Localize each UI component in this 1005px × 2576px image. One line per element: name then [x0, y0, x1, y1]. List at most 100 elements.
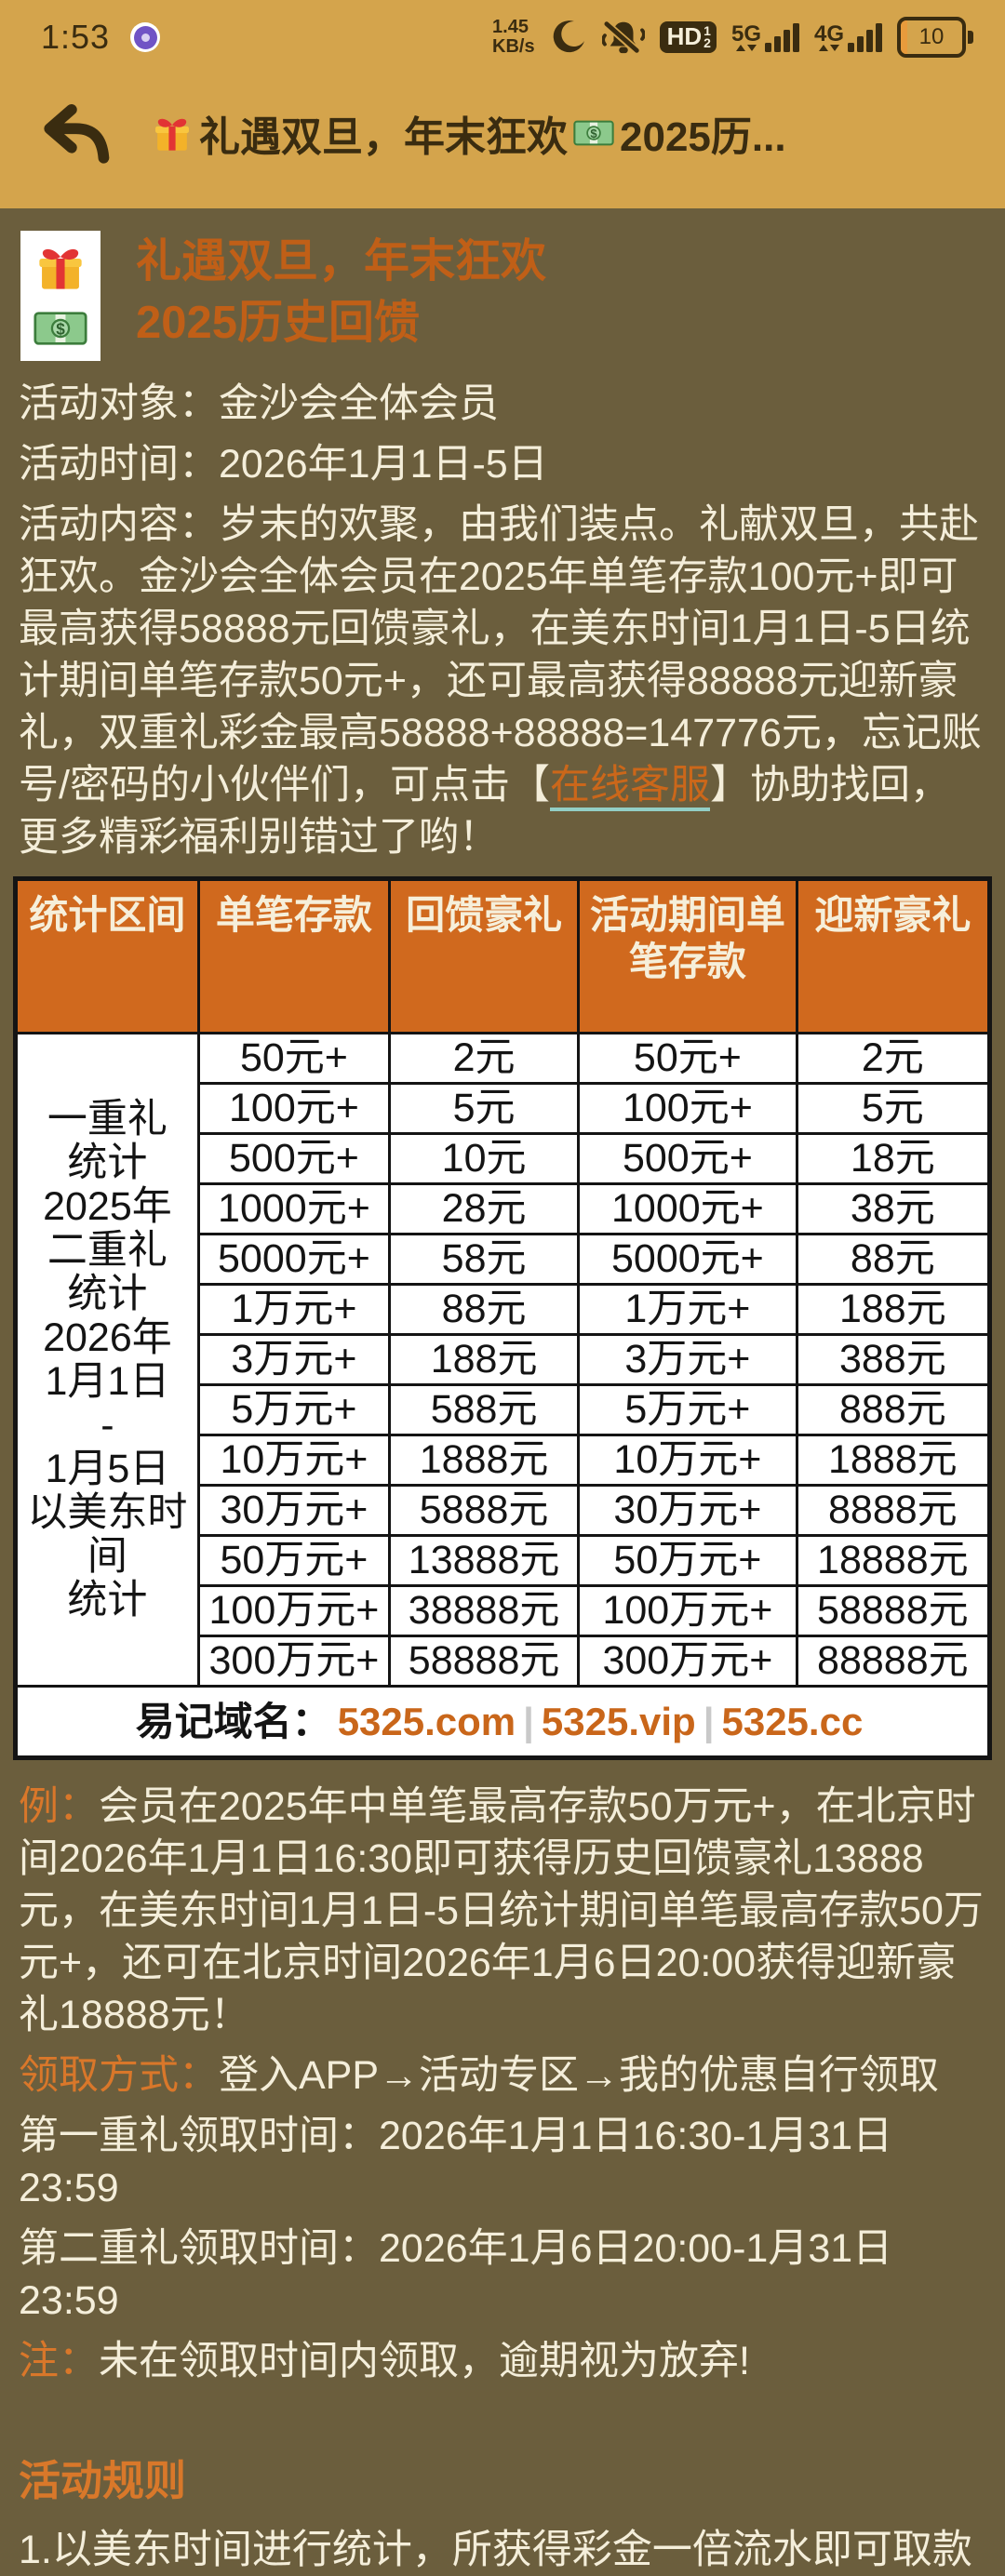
table-cell: 18888元: [795, 1534, 992, 1587]
table-cell: 2元: [795, 1032, 992, 1085]
table-header-row: 统计区间 单笔存款 回馈豪礼 活动期间单笔存款 迎新豪礼: [14, 877, 992, 1034]
header-cell: 迎新豪礼: [795, 877, 992, 1034]
money-icon: $: [34, 310, 87, 352]
table-cell: 8888元: [795, 1484, 992, 1537]
table-cell: 388元: [795, 1333, 992, 1386]
table-cell: 5888元: [388, 1484, 581, 1537]
table-cell: 1888元: [795, 1434, 992, 1487]
table-cell: 1万元+: [577, 1283, 798, 1336]
network-speed-value: 1.45: [492, 17, 529, 37]
activity-content: 活动内容：岁末的欢聚，由我们装点。礼献双旦，共赴狂欢。金沙会全体会员在2025年…: [19, 499, 986, 863]
claim-method-text: 登入APP→活动专区→我的优惠自行领取: [219, 2053, 940, 2098]
domain-footer-label: 易记域名：: [135, 1700, 331, 1743]
status-left: 1:53: [41, 18, 161, 57]
rule-1: 1.以美东时间进行统计，所获得彩金一倍流水即可取款: [19, 2528, 972, 2572]
rules-title: 活动规则: [19, 2457, 187, 2504]
gift-icon: [151, 112, 194, 154]
stat-period-cell: 一重礼 统计 2025年 二重礼 统计 2026年 1月1日 - 1月5日 以美…: [14, 1032, 200, 1688]
nav-title-part1: 礼遇双旦，年末狂欢: [199, 114, 568, 160]
table-cell: 50元+: [577, 1032, 798, 1085]
hd-sim-numbers: 1 2: [704, 22, 711, 50]
table-row: 1万元+ 88元 1万元+ 188元: [16, 1283, 992, 1336]
note-label: 注：: [19, 2339, 99, 2383]
promo-title-block: $ 礼遇双旦，年末狂欢 2025历史回馈: [20, 231, 985, 361]
table-cell: 88元: [795, 1233, 992, 1286]
table-cell: 50万元+: [196, 1534, 392, 1587]
table-cell: 50万元+: [577, 1534, 798, 1587]
table-cell: 5万元+: [196, 1383, 392, 1436]
table-cell: 13888元: [388, 1534, 581, 1587]
claim-method: 领取方式：登入APP→活动专区→我的优惠自行领取: [19, 2049, 986, 2102]
table-cell: 300万元+: [196, 1635, 392, 1688]
domain-link[interactable]: 5325.vip: [541, 1700, 696, 1743]
table-row: 5000元+ 58元 5000元+ 88元: [16, 1233, 992, 1286]
table-row: 30万元+ 5888元 30万元+ 8888元: [16, 1484, 992, 1537]
deposit-reward-table: 统计区间 单笔存款 回馈豪礼 活动期间单笔存款 迎新豪礼 一重礼 统计 2025年 二重…: [13, 876, 992, 1760]
table-row: 1000元+ 28元 1000元+ 38元: [16, 1182, 992, 1235]
note-paragraph: 注：未在领取时间内领取，逾期视为放弃!: [19, 2335, 986, 2387]
deposit-table-body: 一重礼 统计 2025年 二重礼 统计 2026年 1月1日 - 1月5日 以美…: [14, 1032, 992, 1688]
first-claim-time: 第一重礼领取时间：2026年1月1日16:30-1月31日23:59: [19, 2114, 893, 2210]
table-cell: 58888元: [795, 1584, 992, 1637]
customer-service-link[interactable]: 在线客服: [549, 763, 710, 811]
table-cell: 100万元+: [196, 1584, 392, 1637]
nav-bar: 礼遇双旦，年末狂欢 $ 2025历...: [0, 67, 1005, 208]
battery-icon: 10: [897, 17, 973, 58]
moon-icon: [550, 19, 587, 56]
activity-time: 活动时间：2026年1月1日-5日: [19, 442, 548, 487]
nav-title-part2: 2025历...: [620, 114, 786, 160]
table-cell: 188元: [388, 1333, 581, 1386]
example-text: 会员在2025年中单笔最高存款50万元+，在北京时间2026年1月1日16:30…: [19, 1784, 984, 2037]
table-row: 3万元+ 188元 3万元+ 388元: [16, 1333, 992, 1386]
domain-link[interactable]: 5325.com: [337, 1700, 516, 1743]
promo-icon-box: $: [20, 231, 100, 361]
data-activity-arrows: [735, 45, 757, 52]
data-activity-arrows: [818, 45, 839, 52]
signal-5g-icon: 5G: [731, 22, 799, 52]
table-cell: 38元: [795, 1182, 992, 1235]
table-row: 300万元+ 58888元 300万元+ 88888元: [16, 1635, 992, 1688]
table-row: 一重礼 统计 2025年 二重礼 统计 2026年 1月1日 - 1月5日 以美…: [14, 1032, 992, 1688]
hd-badge: HD 1 2: [659, 21, 717, 53]
table-cell: 588元: [388, 1383, 581, 1436]
table-cell: 88888元: [795, 1635, 992, 1688]
promo-title-line1: 礼遇双旦，年末狂欢: [136, 236, 547, 287]
table-cell: 30万元+: [577, 1484, 798, 1537]
note-text: 未在领取时间内领取，逾期视为放弃!: [99, 2339, 750, 2383]
table-cell: 5000元+: [577, 1233, 798, 1286]
domain-separator: |: [703, 1700, 715, 1743]
table-cell: 28元: [388, 1182, 581, 1235]
status-right: 1.45 KB/s HD 1 2: [492, 17, 973, 58]
table-cell: 3万元+: [577, 1333, 798, 1386]
header-cell: 单笔存款: [196, 877, 392, 1034]
notification-app-icon: [130, 22, 161, 52]
page-title: 礼遇双旦，年末狂欢 $ 2025历...: [151, 103, 786, 163]
bell-muted-icon: [601, 18, 645, 57]
table-row: 50万元+ 13888元 50万元+ 18888元: [16, 1534, 992, 1587]
table-row: 10万元+ 1888元 10万元+ 1888元: [16, 1434, 992, 1487]
table-cell: 5元: [795, 1082, 992, 1135]
table-cell: 38888元: [388, 1584, 581, 1637]
table-cell: 18元: [795, 1132, 992, 1185]
back-button[interactable]: [39, 102, 110, 164]
header-cell: 统计区间: [14, 877, 200, 1034]
network-speed: 1.45 KB/s: [492, 18, 535, 57]
header-cell: 活动期间单笔存款: [577, 877, 798, 1034]
back-icon: [44, 103, 110, 164]
table-cell: 5万元+: [577, 1383, 798, 1436]
clock-text: 1:53: [41, 18, 111, 56]
table-cell: 58888元: [388, 1635, 581, 1688]
table-cell: 2元: [388, 1032, 581, 1085]
promo-title-line2: 2025历史回馈: [136, 298, 421, 348]
top-gold-area: 1:53 1.45 KB/s HD: [0, 0, 1005, 208]
domain-link[interactable]: 5325.cc: [721, 1700, 864, 1743]
header-cell: 回馈豪礼: [388, 877, 581, 1034]
table-cell: 5元: [388, 1082, 581, 1135]
table-cell: 58元: [388, 1233, 581, 1286]
signal-4g-label: 4G: [813, 20, 844, 47]
table-cell: 10元: [388, 1132, 581, 1185]
table-row: 5万元+ 588元 5万元+ 888元: [16, 1383, 992, 1436]
table-cell: 888元: [795, 1383, 992, 1436]
activity-audience: 活动对象：金沙会全体会员: [19, 381, 499, 426]
domain-separator: |: [523, 1700, 534, 1743]
